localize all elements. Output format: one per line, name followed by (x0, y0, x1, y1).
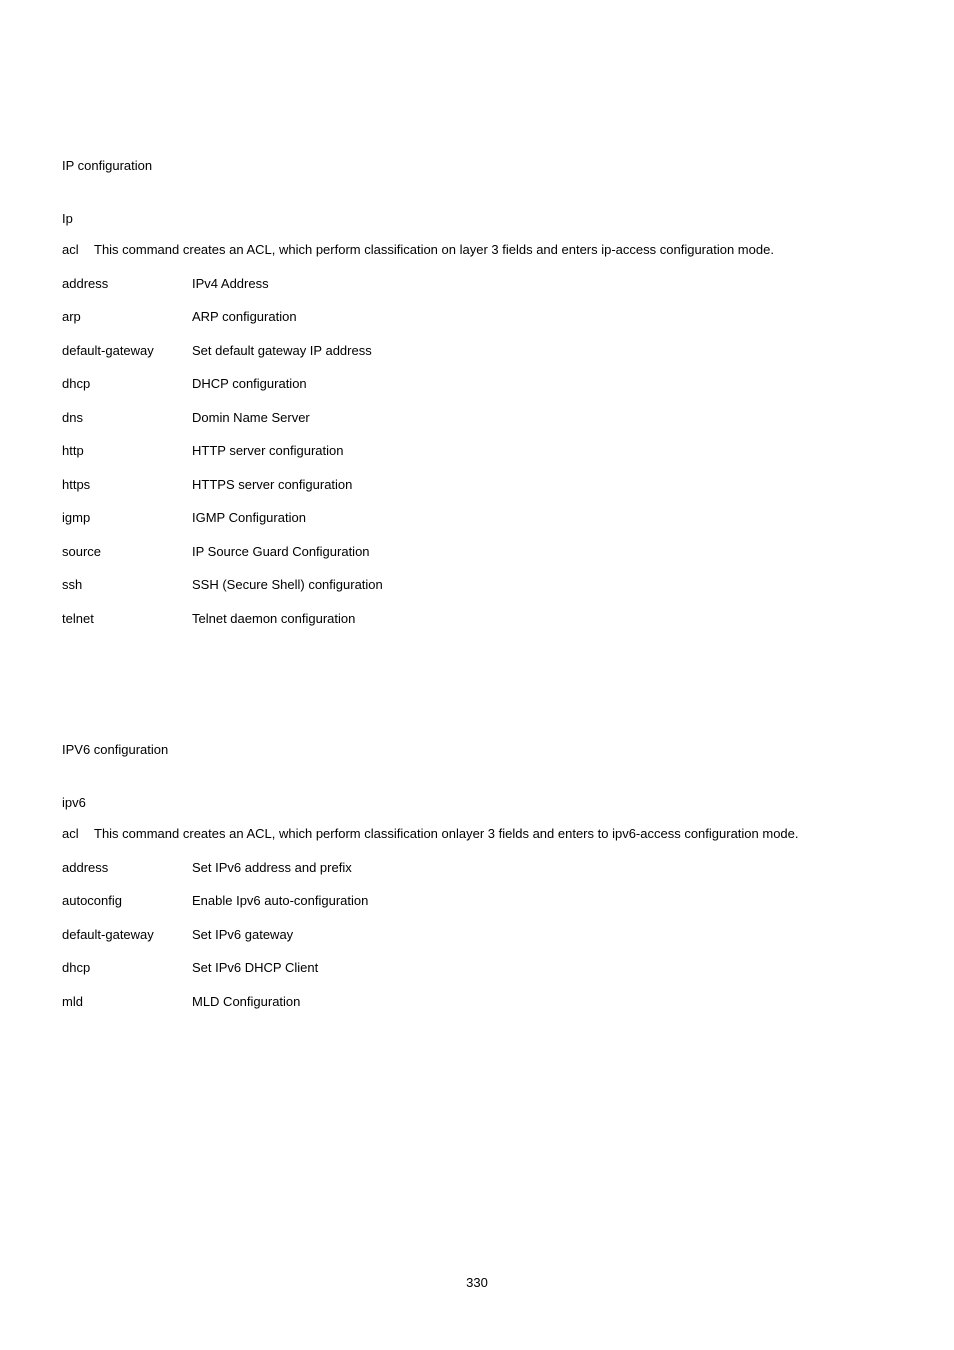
section-title-ip: IP configuration (62, 158, 892, 173)
cmd-key: http (62, 441, 192, 461)
cmd-key: acl (62, 824, 94, 844)
cmd-row: dns Domin Name Server (62, 408, 892, 428)
cmd-key: arp (62, 307, 192, 327)
cmd-desc: Telnet daemon configuration (192, 609, 892, 629)
cmd-desc: HTTPS server configuration (192, 475, 892, 495)
cmd-key: source (62, 542, 192, 562)
cmd-row: telnet Telnet daemon configuration (62, 609, 892, 629)
cmd-row: default-gateway Set default gateway IP a… (62, 341, 892, 361)
cmd-key: dhcp (62, 958, 192, 978)
cmd-key: https (62, 475, 192, 495)
cmd-row: autoconfig Enable Ipv6 auto-configuratio… (62, 891, 892, 911)
cmd-key: igmp (62, 508, 192, 528)
cmd-row: dhcp Set IPv6 DHCP Client (62, 958, 892, 978)
cmd-desc: Set default gateway IP address (192, 341, 892, 361)
cmd-desc: IPv4 Address (192, 274, 892, 294)
cmd-desc: IP Source Guard Configuration (192, 542, 892, 562)
command-root-ipv6: ipv6 (62, 795, 892, 810)
cmd-desc: MLD Configuration (192, 992, 892, 1012)
cmd-key: dhcp (62, 374, 192, 394)
cmd-row: mld MLD Configuration (62, 992, 892, 1012)
cmd-row: https HTTPS server configuration (62, 475, 892, 495)
cmd-key: ssh (62, 575, 192, 595)
cmd-desc: SSH (Secure Shell) configuration (192, 575, 892, 595)
cmd-desc: Domin Name Server (192, 408, 892, 428)
cmd-row: dhcp DHCP configuration (62, 374, 892, 394)
cmd-row: http HTTP server configuration (62, 441, 892, 461)
cmd-row: acl This command creates an ACL, which p… (62, 824, 892, 844)
cmd-row: ssh SSH (Secure Shell) configuration (62, 575, 892, 595)
cmd-row: igmp IGMP Configuration (62, 508, 892, 528)
page-number: 330 (0, 1275, 954, 1290)
cmd-row: address Set IPv6 address and prefix (62, 858, 892, 878)
cmd-row: default-gateway Set IPv6 gateway (62, 925, 892, 945)
cmd-row: acl This command creates an ACL, which p… (62, 240, 892, 260)
cmd-key: address (62, 858, 192, 878)
command-root-ip: Ip (62, 211, 892, 226)
cmd-key: mld (62, 992, 192, 1012)
cmd-desc: This command creates an ACL, which perfo… (94, 240, 892, 260)
cmd-desc: Enable Ipv6 auto-configuration (192, 891, 892, 911)
cmd-desc: Set IPv6 gateway (192, 925, 892, 945)
cmd-key: autoconfig (62, 891, 192, 911)
section-title-ipv6: IPV6 configuration (62, 742, 892, 757)
cmd-key: default-gateway (62, 341, 192, 361)
cmd-desc: This command creates an ACL, which perfo… (94, 824, 892, 844)
cmd-row: source IP Source Guard Configuration (62, 542, 892, 562)
cmd-key: default-gateway (62, 925, 192, 945)
cmd-desc: DHCP configuration (192, 374, 892, 394)
cmd-desc: Set IPv6 DHCP Client (192, 958, 892, 978)
cmd-row: address IPv4 Address (62, 274, 892, 294)
cmd-desc: HTTP server configuration (192, 441, 892, 461)
cmd-key: dns (62, 408, 192, 428)
cmd-row: arp ARP configuration (62, 307, 892, 327)
cmd-key: address (62, 274, 192, 294)
cmd-desc: IGMP Configuration (192, 508, 892, 528)
cmd-key: telnet (62, 609, 192, 629)
cmd-desc: Set IPv6 address and prefix (192, 858, 892, 878)
cmd-key: acl (62, 240, 94, 260)
cmd-desc: ARP configuration (192, 307, 892, 327)
